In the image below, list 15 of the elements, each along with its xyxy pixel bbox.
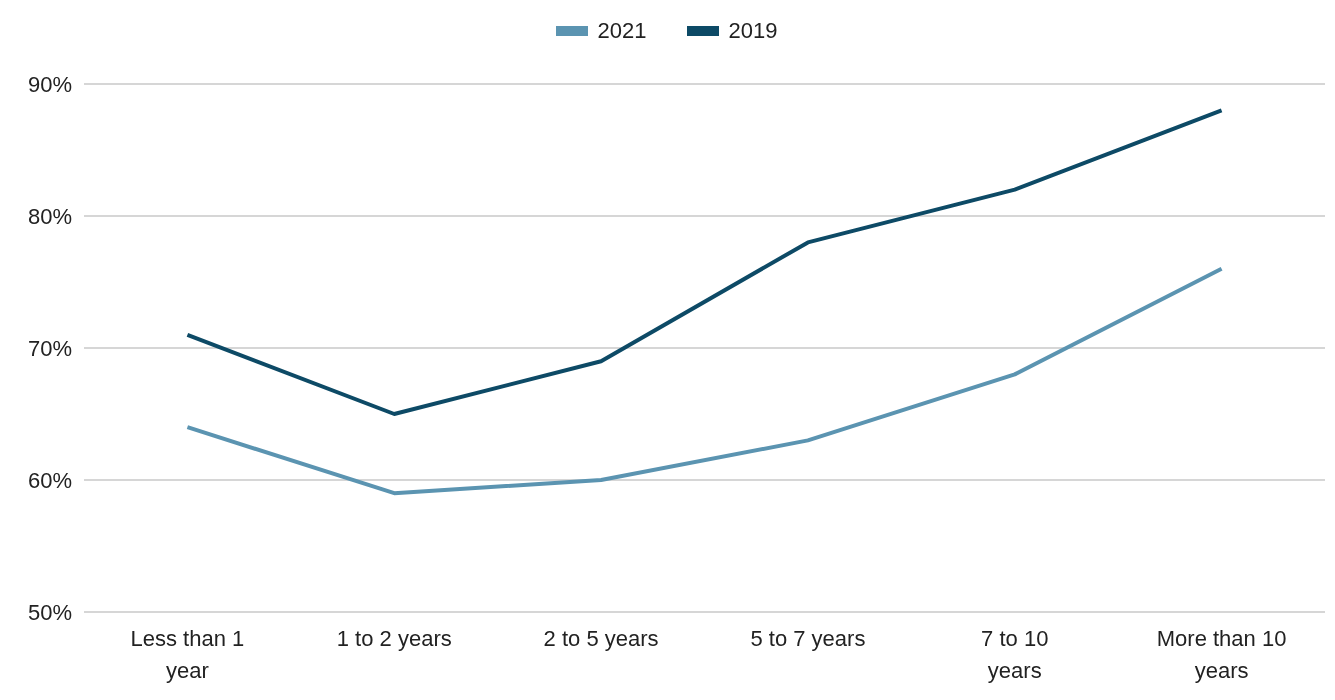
- x-tick-label: 5 to 7 years: [750, 626, 866, 651]
- x-tick-label: More than 10 years: [1156, 626, 1287, 683]
- x-tick-label: Less than 1 year: [130, 626, 245, 683]
- line-series: [185, 266, 1224, 496]
- line-series: [185, 108, 1224, 416]
- legend-label: 2021: [596, 18, 647, 44]
- y-tick-label: 50%: [27, 599, 72, 625]
- x-tick-label: 2 to 5 years: [543, 626, 659, 651]
- x-tick-label: 1 to 2 years: [336, 626, 452, 651]
- y-tick-label: 80%: [27, 203, 72, 229]
- legend-label: 2019: [727, 18, 778, 44]
- x-tick-label: 7 to 10 years: [981, 626, 1049, 683]
- y-tick-label: 60%: [27, 467, 72, 493]
- y-tick-label: 90%: [27, 71, 72, 97]
- y-tick-label: 70%: [27, 335, 72, 361]
